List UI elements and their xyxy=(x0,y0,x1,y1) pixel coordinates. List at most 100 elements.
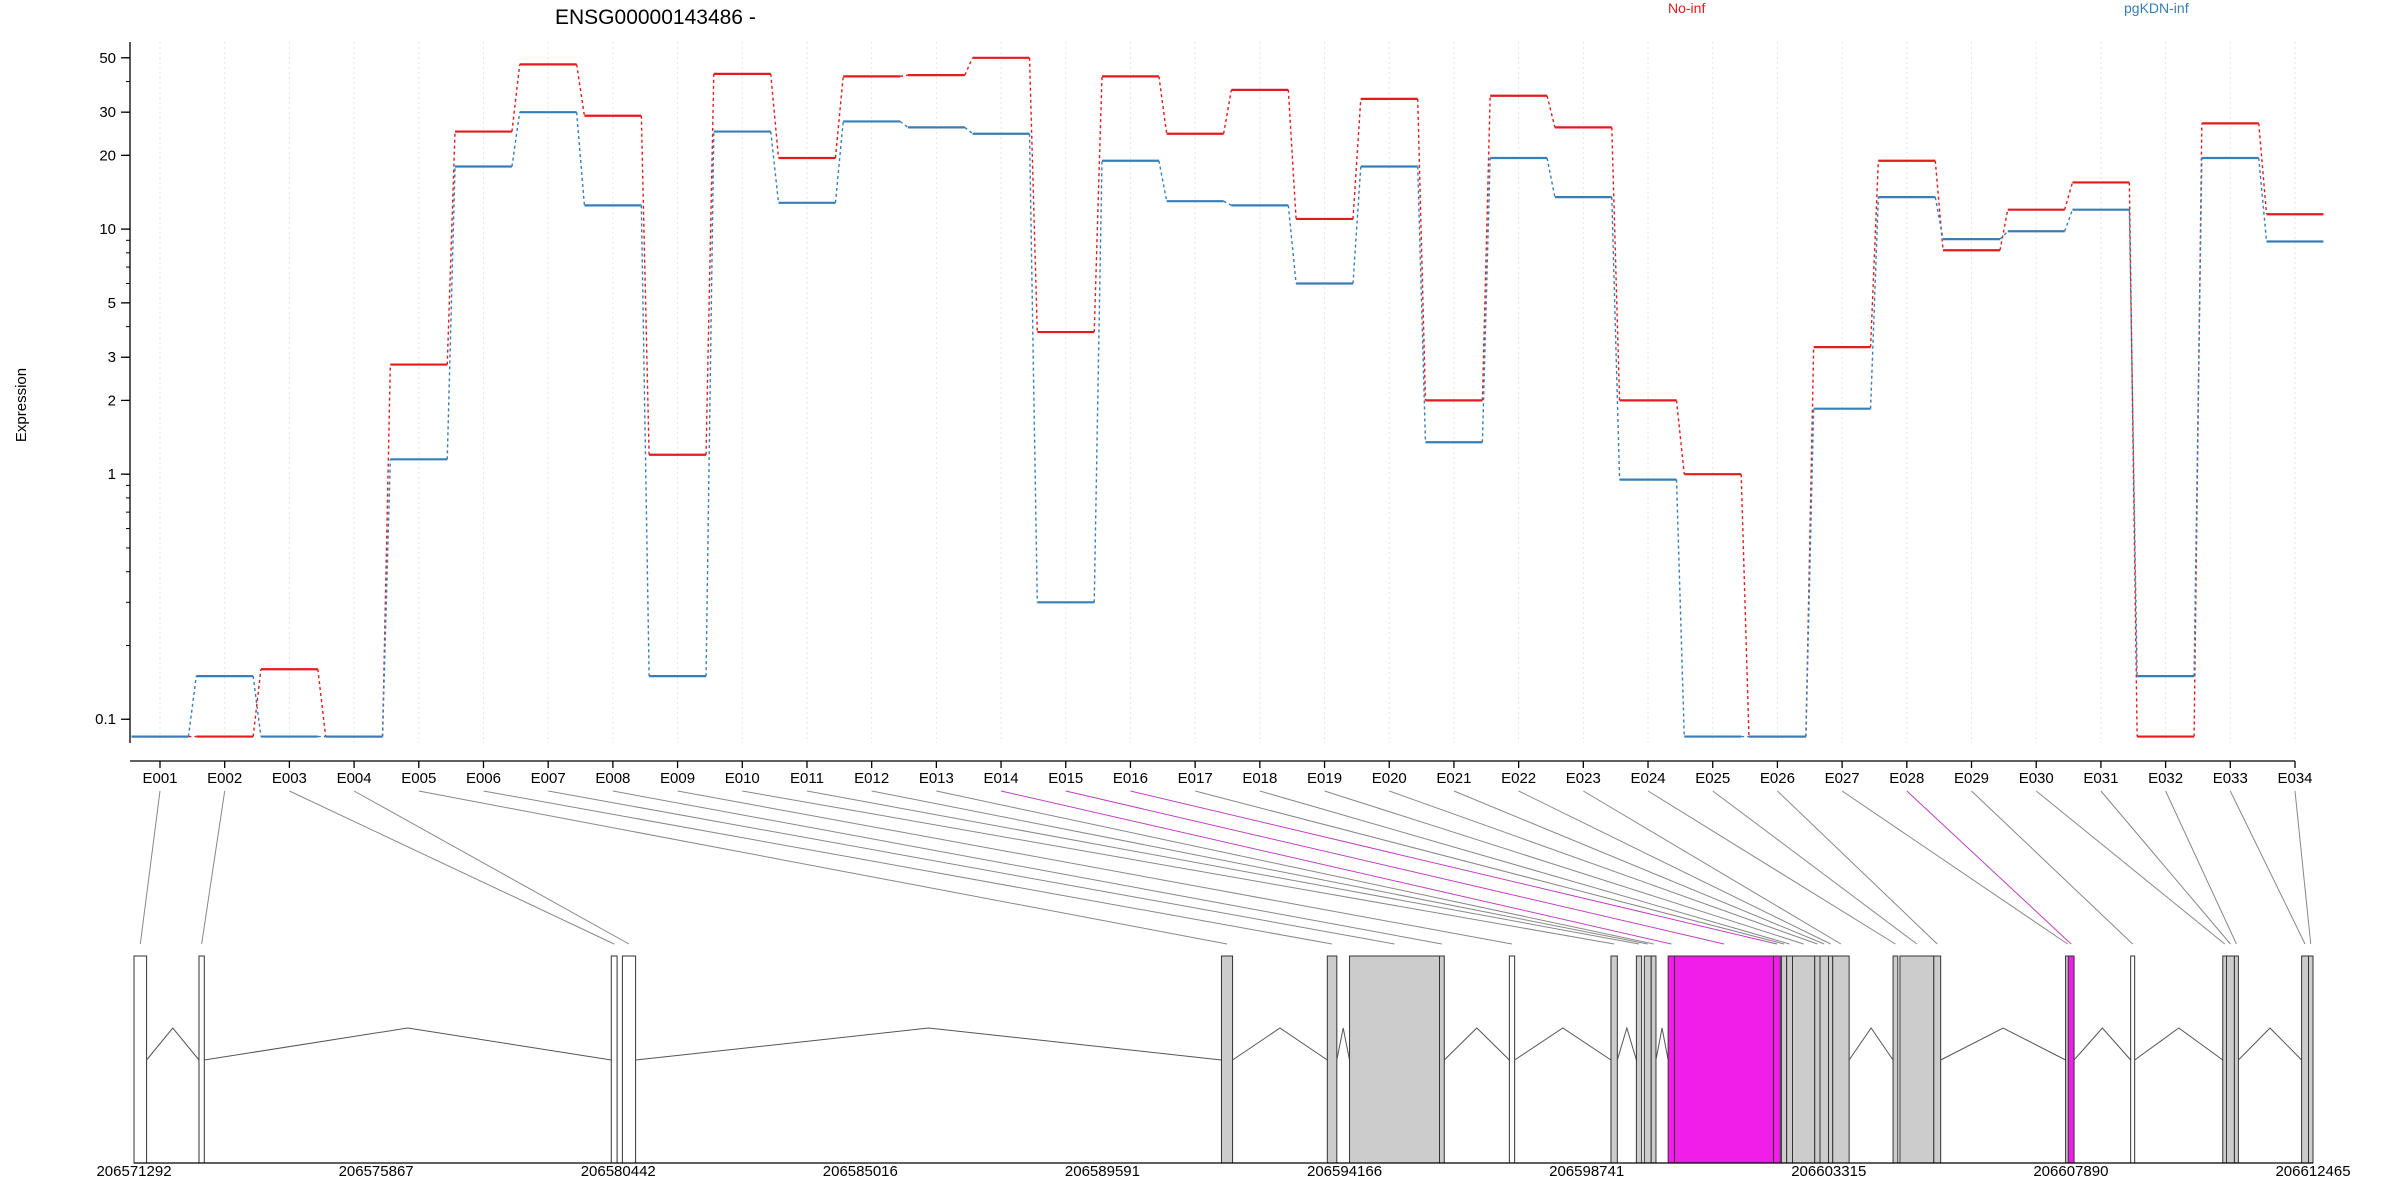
legend-pgkdn-inf: pgKDN-inf xyxy=(2124,0,2189,16)
exon-block-E016 xyxy=(1772,955,1781,1164)
series-connector xyxy=(964,57,974,76)
x-tick-label: E016 xyxy=(1113,770,1148,787)
series-connector xyxy=(2064,209,2074,232)
genomic-tick-label: 206571292 xyxy=(96,1163,171,1180)
y-axis-label: Expression xyxy=(13,368,30,442)
x-tick-label: E033 xyxy=(2213,770,2248,787)
series-connector xyxy=(2258,157,2268,242)
series-connector xyxy=(1546,95,1556,128)
exon-block-E014 xyxy=(1667,955,1675,1164)
x-tick-label: E011 xyxy=(790,770,824,787)
series-connector xyxy=(575,64,586,116)
connector-E032 xyxy=(2165,790,2237,945)
x-tick-label: E006 xyxy=(466,770,501,787)
intron-line xyxy=(1443,1027,1510,1061)
exon-block-E031 xyxy=(2225,955,2235,1164)
x-tick-label: E022 xyxy=(1501,770,1536,787)
exon-block-E006 xyxy=(1326,955,1338,1164)
y-tick-label: 10 xyxy=(99,221,116,238)
y-tick-label: 5 xyxy=(108,295,116,312)
connector-E020 xyxy=(1389,790,1818,945)
connector-E004 xyxy=(353,790,630,945)
exon-block-E025 xyxy=(1899,955,1935,1164)
connector-E011 xyxy=(806,790,1640,945)
series-connector xyxy=(1934,197,1944,240)
genomic-tick-label: 206598741 xyxy=(1549,1163,1624,1180)
connector-E021 xyxy=(1453,790,1825,945)
connector-E009 xyxy=(677,790,1513,945)
series-connector xyxy=(252,669,262,737)
chart-title: ENSG00000143486 - xyxy=(555,6,756,29)
y-tick-label: 2 xyxy=(108,392,116,409)
series-connector xyxy=(1028,57,1038,333)
exon-block-E022 xyxy=(1827,955,1834,1164)
series-connector xyxy=(511,64,521,132)
connector-E023 xyxy=(1583,790,1842,945)
exon-block-E019 xyxy=(1792,955,1816,1164)
series-connector xyxy=(1675,479,1685,737)
intron-line xyxy=(2134,1027,2224,1061)
series-connector xyxy=(1222,89,1233,134)
series-connector xyxy=(575,112,586,206)
series-connector xyxy=(834,76,844,159)
series-connector xyxy=(1287,205,1297,284)
intron-line xyxy=(2073,1027,2132,1061)
series-connector xyxy=(1675,400,1685,475)
exon-block-E028 xyxy=(2067,955,2075,1164)
exon-block-E024 xyxy=(1892,955,1899,1164)
series-connector xyxy=(1028,133,1038,603)
x-tick-label: E001 xyxy=(142,770,177,787)
series-connector xyxy=(317,669,327,737)
vertical-grid xyxy=(159,42,2296,743)
series-connector xyxy=(899,120,909,128)
x-tick-label: E007 xyxy=(531,770,566,787)
series-connector xyxy=(770,73,780,159)
series-connector xyxy=(252,676,262,737)
genomic-tick-label: 206589591 xyxy=(1065,1163,1140,1180)
connector-E024 xyxy=(1647,790,1896,945)
x-tick-label: E023 xyxy=(1566,770,1601,787)
series-connector xyxy=(1999,209,2009,251)
series-connector xyxy=(1611,197,1621,480)
x-tick-label: E012 xyxy=(854,770,889,787)
exon-block-E007 xyxy=(1349,955,1441,1164)
genomic-coordinate-axis: 206571292 206575867 206580442 206585016 2065… xyxy=(96,1162,2351,1180)
series-connector xyxy=(1869,197,1880,409)
series-connector xyxy=(1805,347,1815,737)
connector-E012 xyxy=(871,790,1648,945)
x-tick-label: E009 xyxy=(660,770,695,787)
connector-E018 xyxy=(1259,790,1790,945)
x-tick-label: E005 xyxy=(401,770,436,787)
series-connector xyxy=(1158,160,1168,202)
connector-E025 xyxy=(1712,790,1918,945)
connector-E022 xyxy=(1518,790,1831,945)
exon-block-E004 xyxy=(621,955,637,1164)
exon-block-E001 xyxy=(133,955,148,1164)
series-lines xyxy=(131,56,2324,738)
connector-E031 xyxy=(2100,790,2231,945)
exon-block-E003 xyxy=(610,955,618,1164)
intron-line xyxy=(1616,1026,1637,1061)
genomic-tick-label: 206580442 xyxy=(581,1163,656,1180)
series-connector xyxy=(1999,230,2009,240)
exon-block-E029 xyxy=(2130,955,2136,1164)
intron-line xyxy=(635,1027,1222,1061)
connector-E003 xyxy=(289,790,615,945)
series-connector xyxy=(446,131,456,365)
x-tick-label: E019 xyxy=(1307,770,1342,787)
exon-connectors xyxy=(139,790,2312,945)
connector-E030 xyxy=(2035,790,2226,945)
x-tick-label: E020 xyxy=(1372,770,1407,787)
intron-line xyxy=(146,1027,200,1061)
x-tick-label: E018 xyxy=(1242,770,1277,787)
x-tick-label: E014 xyxy=(984,770,1019,787)
series-connector xyxy=(964,126,974,135)
x-tick-label: E034 xyxy=(2277,770,2312,787)
exon-block-E002 xyxy=(198,955,205,1164)
x-tick-label: E025 xyxy=(1695,770,1730,787)
series-connector xyxy=(1740,474,1750,737)
series-connector xyxy=(1287,89,1297,219)
exon-block-E009 xyxy=(1508,955,1516,1164)
exon-block-E021 xyxy=(1819,955,1829,1164)
exon-block-E034 xyxy=(2308,955,2314,1164)
